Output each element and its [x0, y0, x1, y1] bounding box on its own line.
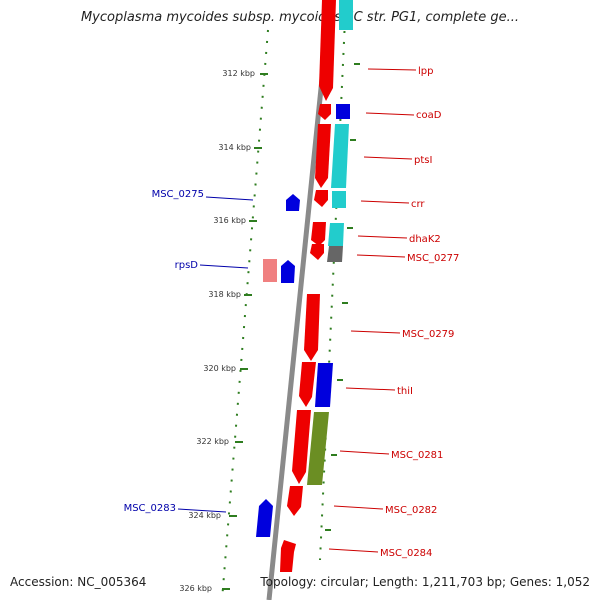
- cds-arrow-ptsI[interactable]: [315, 124, 331, 188]
- leader-dhaK2: [357, 235, 408, 239]
- second-track-features: [307, 0, 353, 485]
- forward-strand-features: [280, 0, 336, 572]
- leader-MSC_0277: [356, 254, 406, 258]
- feature-grey-MSC_0277[interactable]: [327, 246, 343, 262]
- kbp-label: 322 kbp: [196, 437, 229, 446]
- cds-arrow-thiI[interactable]: [299, 362, 316, 407]
- feature-olive-MSC_0281[interactable]: [307, 412, 329, 485]
- gene-label-MSC_0283[interactable]: MSC_0283: [124, 503, 176, 514]
- leader-MSC_0283: [177, 508, 227, 513]
- leader-MSC_0279: [350, 330, 401, 334]
- cds-arrow-MSC_0282[interactable]: [287, 486, 303, 516]
- leader-crr: [360, 200, 410, 204]
- label-leaders: [177, 68, 417, 553]
- feature-cyan-ptsI[interactable]: [331, 124, 349, 188]
- cds-arrow-coaD[interactable]: [318, 104, 331, 120]
- cds-arrow-lpp[interactable]: [319, 0, 336, 101]
- kbp-label: 312 kbp: [222, 69, 255, 78]
- kbp-label: 320 kbp: [203, 364, 236, 373]
- gene-label-dhaK2[interactable]: dhaK2: [409, 234, 441, 245]
- feature-cyan-top[interactable]: [339, 0, 353, 30]
- gene-label-crr[interactable]: crr: [411, 199, 425, 210]
- gene-label-lpp[interactable]: lpp: [418, 66, 433, 77]
- feature-blue-thiI[interactable]: [315, 363, 333, 407]
- kbp-label: 316 kbp: [213, 216, 246, 225]
- gene-label-MSC_0275[interactable]: MSC_0275: [152, 189, 204, 200]
- feature-cyan-crr[interactable]: [332, 191, 346, 208]
- kbp-label: 326 kbp: [179, 584, 212, 593]
- feature-cyan-dhaK2[interactable]: [328, 223, 344, 246]
- leader-MSC_0281: [339, 450, 390, 455]
- gene-label-rpsD[interactable]: rpsD: [175, 260, 199, 271]
- cds-arrow-MSC_0275[interactable]: [286, 194, 300, 211]
- feature-pink-rpsD[interactable]: [263, 259, 277, 282]
- gene-label-MSC_0279[interactable]: MSC_0279: [402, 329, 454, 340]
- gene-label-thiI[interactable]: thiI: [397, 386, 413, 397]
- gene-label-ptsI[interactable]: ptsI: [414, 155, 432, 166]
- leader-rpsD: [199, 264, 249, 269]
- kbp-label: 318 kbp: [208, 290, 241, 299]
- genome-backbone: [266, 0, 333, 600]
- leader-MSC_0275: [205, 196, 254, 201]
- cds-arrow-dhaK2[interactable]: [311, 222, 326, 246]
- cds-arrow-MSC_0277[interactable]: [310, 244, 324, 260]
- leader-ptsI: [363, 156, 413, 160]
- gene-label-MSC_0282[interactable]: MSC_0282: [385, 505, 437, 516]
- inner-scale-ticks: [325, 63, 360, 531]
- gene-label-coaD[interactable]: coaD: [416, 110, 442, 121]
- cds-arrow-crr[interactable]: [314, 190, 328, 207]
- reverse-strand-features: [256, 194, 300, 537]
- leader-MSC_0282: [333, 505, 384, 510]
- gene-label-MSC_0277[interactable]: MSC_0277: [407, 253, 459, 264]
- genome-summary-text: Topology: circular; Length: 1,211,703 bp…: [260, 575, 590, 589]
- leader-coaD: [365, 112, 415, 116]
- map-title: Mycoplasma mycoides subsp. mycoides SC s…: [80, 10, 520, 25]
- leader-lpp: [367, 68, 417, 71]
- leader-MSC_0284: [328, 548, 379, 553]
- cds-arrow-MSC_0284[interactable]: [280, 540, 296, 572]
- cds-arrow-rpsD[interactable]: [281, 260, 295, 283]
- inner-tick-track: [319, 19, 346, 561]
- feature-blue-coaD[interactable]: [336, 104, 350, 119]
- kbp-label: 324 kbp: [188, 511, 221, 520]
- kbp-label: 314 kbp: [218, 143, 251, 152]
- gene-label-MSC_0284[interactable]: MSC_0284: [380, 548, 432, 559]
- cds-arrow-MSC_0279[interactable]: [304, 294, 320, 361]
- kbp-scale: 312 kbp 314 kbp 316 kbp 318 kbp 320 kbp …: [179, 69, 268, 593]
- gene-labels: lpp coaD ptsI crr dhaK2 MSC_0277 MSC_027…: [124, 66, 460, 559]
- gene-label-MSC_0281[interactable]: MSC_0281: [391, 450, 443, 461]
- accession-text: Accession: NC_005364: [10, 575, 147, 589]
- cds-arrow-MSC_0283[interactable]: [256, 499, 273, 537]
- cds-arrow-MSC_0281[interactable]: [292, 410, 311, 484]
- leader-thiI: [345, 387, 396, 391]
